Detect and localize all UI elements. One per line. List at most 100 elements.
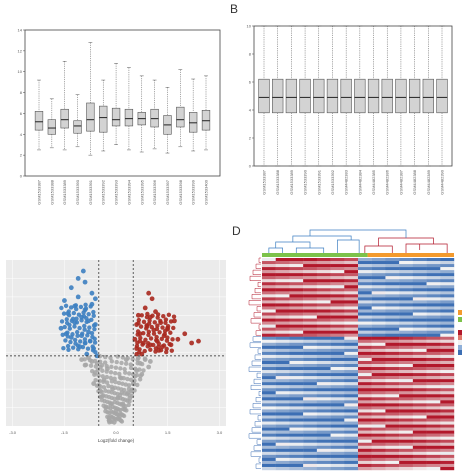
heatmap-cell bbox=[440, 433, 455, 437]
heatmap-cell bbox=[412, 279, 427, 283]
heatmap-cell bbox=[289, 306, 304, 310]
heatmap-cell bbox=[275, 327, 290, 331]
heatmap-cell bbox=[371, 466, 386, 471]
heatmap-cell bbox=[358, 321, 372, 325]
heatmap-cell bbox=[358, 285, 372, 289]
heatmap-cell bbox=[344, 360, 359, 365]
heatmap-cell bbox=[385, 373, 400, 377]
heatmap-cell bbox=[412, 285, 427, 289]
data-point bbox=[128, 365, 134, 371]
data-point bbox=[88, 304, 93, 309]
dendrogram-branch bbox=[250, 318, 261, 324]
heatmap-cell bbox=[316, 376, 331, 380]
dendrogram-branch bbox=[258, 324, 261, 330]
heatmap-cell bbox=[426, 348, 441, 353]
heatmap-cell bbox=[275, 291, 290, 295]
heatmap-cell bbox=[316, 397, 331, 401]
heatmap-cell bbox=[385, 382, 400, 386]
heatmap-cell bbox=[330, 367, 345, 371]
heatmap-cell bbox=[440, 394, 455, 398]
heatmap-cell bbox=[289, 342, 304, 347]
heatmap-cell bbox=[412, 327, 427, 331]
data-point bbox=[168, 319, 174, 324]
x-tick-label: 3.0 bbox=[217, 430, 223, 435]
heatmap-cell bbox=[344, 321, 359, 325]
heatmap-cell bbox=[385, 270, 400, 274]
heatmap-cell bbox=[385, 460, 400, 465]
heatmap-cell bbox=[275, 354, 290, 359]
heatmap-cell bbox=[344, 373, 359, 377]
data-point bbox=[64, 317, 69, 322]
heatmap-cell bbox=[426, 288, 441, 292]
heatmap-cell bbox=[358, 288, 372, 292]
heatmap-cell bbox=[440, 436, 455, 440]
heatmap-cell bbox=[426, 457, 441, 462]
heatmap-cell bbox=[440, 357, 455, 362]
heatmap-cell bbox=[344, 448, 359, 453]
heatmap-cell bbox=[330, 403, 345, 407]
heatmap-cell bbox=[399, 333, 414, 337]
data-point bbox=[104, 369, 109, 374]
data-point bbox=[84, 351, 90, 357]
heatmap-cell bbox=[440, 261, 455, 265]
box bbox=[395, 78, 407, 114]
heatmap-cell bbox=[289, 427, 304, 431]
heatmap-cell bbox=[262, 460, 276, 465]
heatmap-cell bbox=[262, 400, 276, 404]
heatmap-cell bbox=[371, 333, 386, 337]
data-point bbox=[87, 325, 92, 330]
data-point bbox=[151, 342, 156, 348]
heatmap-cell bbox=[330, 285, 345, 289]
data-point bbox=[137, 338, 143, 344]
data-point bbox=[70, 345, 76, 350]
data-point bbox=[101, 385, 107, 390]
heatmap-cell bbox=[289, 421, 304, 425]
heatmap-cell bbox=[399, 403, 414, 407]
data-point bbox=[115, 354, 120, 359]
heatmap-cell bbox=[385, 267, 400, 271]
dendrogram-branch bbox=[248, 366, 261, 372]
x-tick-label: GSM1533399 bbox=[191, 179, 196, 204]
heatmap-cell bbox=[399, 285, 414, 289]
heatmap-cell bbox=[412, 376, 427, 380]
heatmap-cell bbox=[358, 303, 372, 307]
heatmap-cell bbox=[275, 357, 290, 362]
heatmap-cell bbox=[275, 351, 290, 356]
plot-frame bbox=[24, 29, 221, 177]
heatmap-cell bbox=[371, 439, 386, 443]
heatmap-cell bbox=[316, 291, 331, 295]
heatmap-cell bbox=[371, 288, 386, 292]
data-point bbox=[108, 370, 114, 375]
heatmap-cell bbox=[440, 364, 455, 368]
data-point bbox=[154, 326, 160, 332]
heatmap-cell bbox=[262, 454, 276, 459]
heatmap-cell bbox=[385, 333, 400, 337]
data-point bbox=[108, 375, 113, 381]
heatmap-cell bbox=[344, 445, 359, 449]
heatmap-cell bbox=[426, 418, 441, 422]
heatmap-cell bbox=[371, 376, 386, 380]
heatmap-cell bbox=[344, 282, 359, 286]
heatmap-cell bbox=[399, 400, 414, 404]
heatmap-cell bbox=[426, 279, 441, 283]
heatmap-cell bbox=[385, 370, 400, 374]
heatmap-cell bbox=[358, 397, 372, 401]
heatmap-cell bbox=[399, 357, 414, 362]
data-point bbox=[161, 343, 167, 348]
heatmap-cell bbox=[440, 373, 455, 377]
heatmap-cell bbox=[262, 294, 276, 298]
data-point bbox=[138, 324, 144, 329]
heatmap-cell bbox=[303, 267, 318, 271]
heatmap-cell bbox=[426, 276, 441, 280]
heatmap-cell bbox=[399, 318, 414, 322]
x-tick-label: GSM1533391 bbox=[316, 169, 321, 194]
heatmap-cell bbox=[440, 460, 455, 465]
heatmap-cell bbox=[262, 297, 276, 301]
x-tick-label: GSM1533392 bbox=[101, 179, 106, 204]
heatmap-cell bbox=[440, 336, 455, 340]
heatmap-cell bbox=[440, 403, 455, 407]
heatmap-cell bbox=[330, 457, 345, 462]
data-point bbox=[59, 305, 64, 311]
heatmap-cell bbox=[426, 406, 441, 410]
heatmap-cell bbox=[316, 333, 331, 337]
